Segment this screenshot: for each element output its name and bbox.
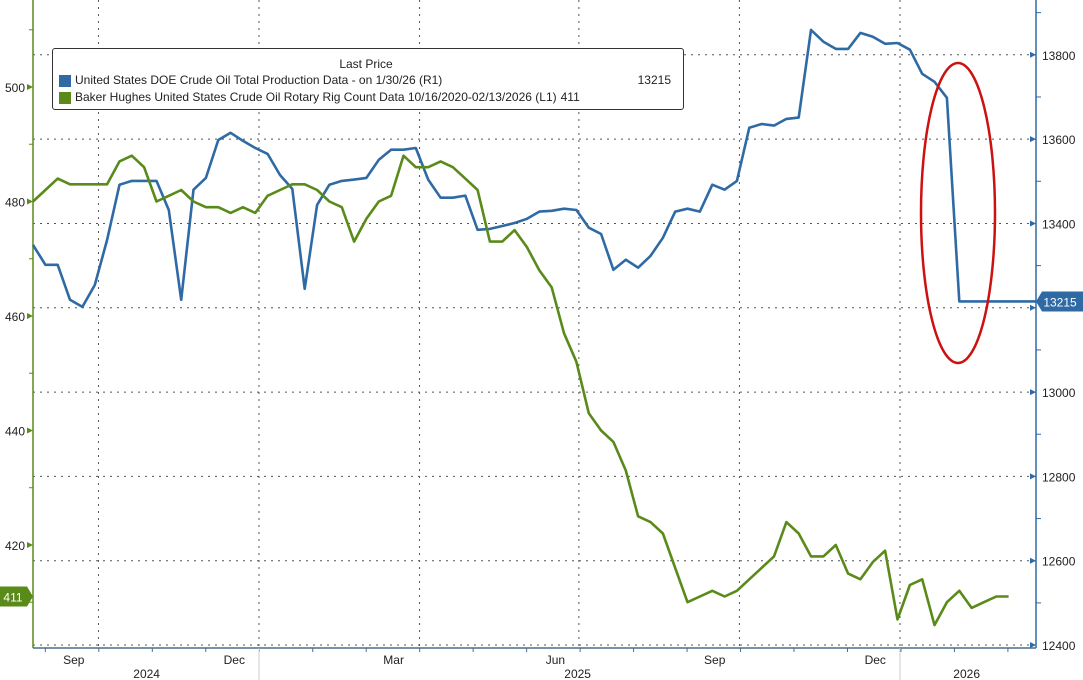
right-tick-label: 12400 [1042,639,1076,653]
legend-label: Baker Hughes United States Crude Oil Rot… [75,90,557,104]
right-tick-label: 13800 [1042,49,1076,63]
right-tick-arrow [1030,473,1036,480]
rig-count-line [32,154,1009,627]
legend: Last Price United States DOE Crude Oil T… [52,48,684,110]
left-tick-arrow [27,427,33,434]
legend-swatch-production [59,74,71,87]
x-tick-label: Jun [546,653,565,667]
left-tick-arrow [27,198,33,205]
left-tick-arrow [27,541,33,548]
right-tick-arrow [1030,51,1036,58]
x-tick-label: Dec [224,653,245,667]
x-tick-label: Sep [63,653,85,667]
right-tick-label: 13400 [1042,217,1076,231]
legend-swatch-rig-count [59,91,71,104]
legend-label: United States DOE Crude Oil Total Produc… [75,73,443,87]
left-tick-label: 480 [5,195,25,209]
production-last-value: 13215 [1043,295,1077,309]
year-label: 2025 [564,667,591,680]
rig-count-last-value-tag [0,586,33,607]
x-tick-label: Sep [704,653,726,667]
legend-title: Last Price [339,57,393,71]
left-tick-label: 460 [5,310,25,324]
right-tick-label: 13000 [1042,386,1076,400]
legend-item-rig-count: Baker Hughes United States Crude Oil Rot… [53,89,679,106]
left-tick-label: 440 [5,424,25,438]
rig-count-last-value: 411 [3,590,22,604]
year-label: 2026 [953,667,980,680]
right-tick-label: 13600 [1042,133,1076,147]
right-tick-arrow [1030,389,1036,396]
right-tick-arrow [1030,642,1036,649]
annotation-ellipse [919,61,997,365]
left-tick-label: 420 [5,539,25,553]
legend-value: 13215 [637,73,671,87]
right-tick-arrow [1030,557,1036,564]
legend-item-production: United States DOE Crude Oil Total Produc… [53,72,679,89]
left-tick-arrow [27,312,33,319]
right-tick-label: 12800 [1042,470,1076,484]
left-tick-label: 500 [5,81,25,95]
right-tick-arrow [1030,136,1036,143]
year-label: 2024 [133,667,160,680]
x-tick-label: Dec [865,653,886,667]
production-line [31,28,1036,309]
legend-value: 411 [560,90,580,104]
production-last-value-tag [1036,291,1083,312]
left-tick-arrow [27,84,33,91]
right-tick-label: 12600 [1042,555,1076,569]
right-tick-arrow [1030,304,1036,311]
right-tick-arrow [1030,220,1036,227]
x-tick-label: Mar [383,653,404,667]
